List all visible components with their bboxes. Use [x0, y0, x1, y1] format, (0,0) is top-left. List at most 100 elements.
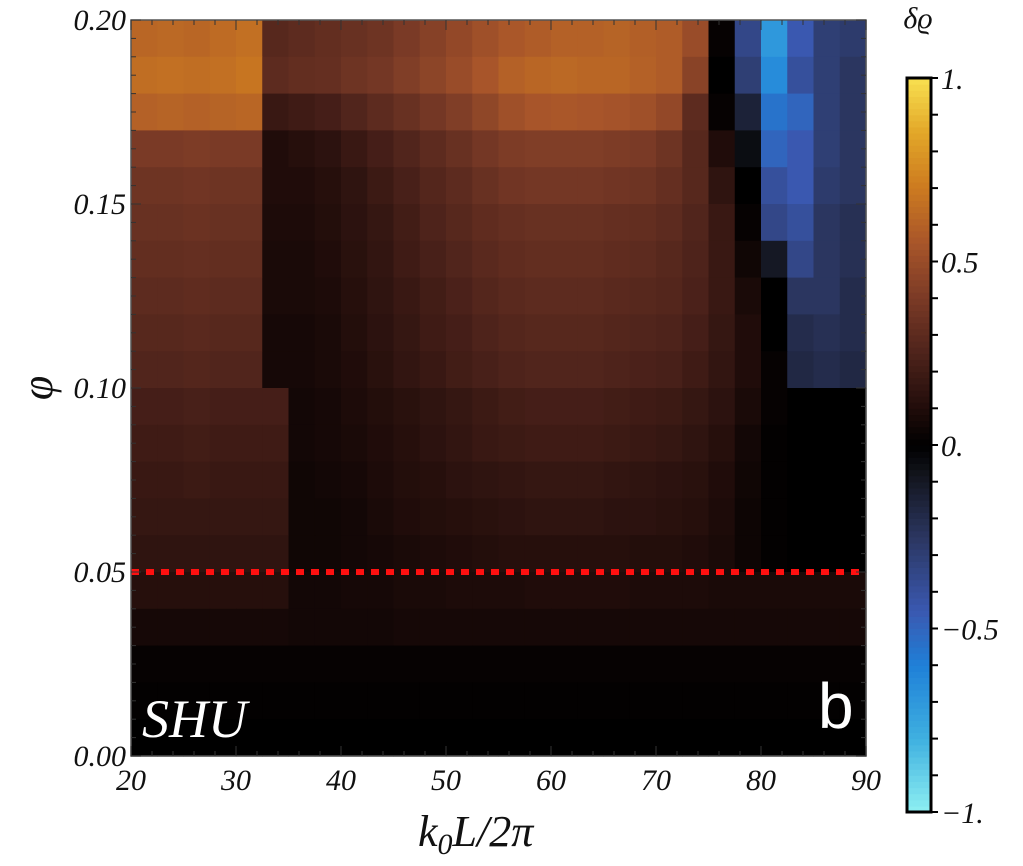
colorbar-swatch: [907, 481, 931, 489]
heatmap-cell: [787, 608, 815, 647]
colorbar-swatch: [907, 775, 931, 783]
heatmap-cell: [524, 608, 552, 647]
colorbar-swatch: [907, 708, 931, 715]
colorbar-swatch: [907, 365, 931, 373]
heatmap-cell: [629, 461, 657, 499]
region-label-shu: SHU: [142, 689, 250, 749]
colorbar-swatch: [907, 628, 931, 636]
heatmap-cell: [472, 204, 500, 242]
heatmap-cell: [787, 719, 815, 757]
heatmap-cell: [262, 277, 290, 315]
heatmap-cell: [629, 93, 657, 131]
colorbar-swatch: [907, 530, 931, 538]
heatmap-cell: [603, 167, 631, 205]
heatmap-cell: [183, 388, 211, 426]
heatmap-cell: [446, 719, 473, 757]
heatmap-cell: [813, 314, 841, 352]
colorbar-swatch: [907, 616, 931, 623]
heatmap-cell: [629, 56, 657, 95]
heatmap-cell: [629, 608, 657, 647]
heatmap-cell: [341, 388, 368, 426]
heatmap-cell: [157, 461, 185, 499]
colorbar-swatch: [907, 188, 931, 195]
heatmap-cell: [708, 645, 736, 683]
heatmap-cell: [157, 20, 185, 58]
heatmap-cell: [577, 719, 605, 757]
heatmap-cell: [472, 498, 500, 536]
heatmap-cell: [708, 130, 736, 168]
heatmap-cell: [498, 535, 526, 573]
heatmap-cell: [734, 314, 762, 352]
colorbar-swatch: [907, 561, 931, 568]
heatmap-cell: [446, 645, 473, 683]
heatmap-cell: [262, 167, 290, 205]
heatmap-cell: [341, 461, 368, 499]
heatmap-cell: [761, 93, 788, 131]
heatmap-cell: [761, 424, 788, 463]
heatmap-cell: [524, 388, 552, 426]
heatmap-cell: [446, 572, 473, 610]
heatmap-cell: [209, 240, 237, 279]
heatmap-cell: [314, 535, 342, 573]
heatmap-cell: [787, 645, 815, 683]
colorbar-swatch: [907, 542, 931, 550]
heatmap-cell: [524, 645, 552, 683]
heatmap-cell: [341, 351, 368, 389]
heatmap-cell: [367, 167, 395, 205]
heatmap-cell: [314, 351, 342, 389]
heatmap-cell: [446, 240, 473, 279]
heatmap-cell: [209, 424, 237, 463]
heatmap-cell: [813, 645, 841, 683]
heatmap-cell: [734, 277, 762, 315]
heatmap-cell: [577, 277, 605, 315]
heatmap-cell: [629, 645, 657, 683]
heatmap-cell: [551, 56, 578, 95]
colorbar-swatch: [907, 689, 931, 697]
heatmap-cell: [419, 535, 447, 573]
heatmap-cell: [603, 645, 631, 683]
colorbar-swatch: [907, 665, 931, 672]
heatmap-cell: [708, 461, 736, 499]
x-tick-label: 30: [220, 764, 251, 797]
colorbar-swatch: [907, 163, 931, 171]
heatmap-cell: [419, 314, 447, 352]
heatmap-cell: [209, 167, 237, 205]
heatmap-cell: [603, 608, 631, 647]
colorbar-swatch: [907, 787, 931, 795]
heatmap-cell: [498, 167, 526, 205]
heatmap-cell: [157, 388, 185, 426]
heatmap-cell: [183, 645, 211, 683]
heatmap-cell: [393, 461, 421, 499]
heatmap-cell: [393, 351, 421, 389]
colorbar-swatch: [907, 157, 931, 165]
colorbar-swatch: [907, 469, 931, 477]
heatmap-cell: [236, 167, 263, 205]
heatmap-cell: [813, 535, 841, 573]
colorbar-swatch: [907, 738, 931, 746]
heatmap-cell: [813, 461, 841, 499]
heatmap-cell: [629, 498, 657, 536]
heatmap-cell: [551, 608, 578, 647]
heatmap-cell: [629, 535, 657, 573]
heatmap-cell: [524, 277, 552, 315]
colorbar-swatch: [907, 328, 931, 336]
heatmap-cell: [734, 388, 762, 426]
heatmap-cell: [341, 572, 368, 610]
heatmap-cell: [708, 498, 736, 536]
heatmap-cell: [734, 498, 762, 536]
heatmap-cell: [787, 572, 815, 610]
colorbar-swatch: [907, 646, 931, 654]
heatmap-cell: [446, 130, 473, 168]
heatmap-cell: [498, 608, 526, 647]
heatmap-cell: [734, 351, 762, 389]
heatmap-cell: [708, 388, 736, 426]
heatmap-cell: [603, 498, 631, 536]
heatmap-cell: [813, 424, 841, 463]
colorbar-swatch: [907, 292, 931, 299]
heatmap-cell: [524, 461, 552, 499]
colorbar-swatch: [907, 610, 931, 617]
heatmap-cell: [656, 204, 683, 242]
heatmap-cell: [603, 204, 631, 242]
heatmap-cell: [813, 682, 841, 720]
colorbar-swatch: [907, 512, 931, 519]
